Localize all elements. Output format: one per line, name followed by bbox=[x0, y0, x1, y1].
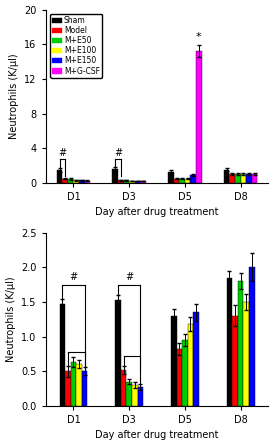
Bar bbox=[224, 170, 229, 183]
Bar bbox=[193, 312, 199, 406]
Bar bbox=[232, 316, 238, 406]
Y-axis label: Neutrophils (K/μl): Neutrophils (K/μl) bbox=[5, 277, 16, 362]
Text: #: # bbox=[69, 273, 78, 282]
Bar bbox=[76, 364, 82, 406]
Bar bbox=[235, 174, 241, 183]
Text: #: # bbox=[114, 148, 122, 158]
Text: #: # bbox=[58, 148, 66, 158]
Bar bbox=[188, 324, 193, 406]
Bar bbox=[196, 51, 202, 183]
Bar bbox=[124, 180, 129, 183]
Bar bbox=[140, 181, 146, 183]
Bar bbox=[113, 169, 118, 183]
Bar bbox=[241, 174, 246, 183]
Y-axis label: Neutrophils (K/μl): Neutrophils (K/μl) bbox=[9, 54, 19, 139]
Bar bbox=[246, 174, 252, 183]
Bar bbox=[126, 382, 132, 406]
Text: #: # bbox=[125, 273, 133, 282]
Bar bbox=[185, 178, 190, 183]
Bar bbox=[57, 170, 62, 183]
Bar bbox=[59, 304, 65, 406]
Bar bbox=[168, 172, 174, 183]
X-axis label: Day after drug treatment: Day after drug treatment bbox=[95, 430, 219, 441]
Bar bbox=[243, 302, 249, 406]
Bar bbox=[82, 371, 87, 406]
Legend: Sham, Model, M+E50, M+E100, M+E150, M+G-CSF: Sham, Model, M+E50, M+E100, M+E150, M+G-… bbox=[50, 13, 102, 78]
X-axis label: Day after drug treatment: Day after drug treatment bbox=[95, 207, 219, 218]
Bar bbox=[62, 178, 68, 183]
Bar bbox=[138, 387, 143, 406]
Bar bbox=[73, 180, 79, 183]
Bar bbox=[227, 277, 232, 406]
Bar bbox=[238, 281, 243, 406]
Bar bbox=[179, 178, 185, 183]
Bar bbox=[171, 316, 176, 406]
Bar bbox=[118, 180, 124, 183]
Bar bbox=[115, 301, 121, 406]
Bar bbox=[182, 340, 188, 406]
Bar bbox=[229, 174, 235, 183]
Bar bbox=[79, 180, 85, 183]
Bar bbox=[71, 362, 76, 406]
Text: *: * bbox=[196, 32, 202, 41]
Bar bbox=[132, 385, 138, 406]
Bar bbox=[135, 181, 140, 183]
Bar bbox=[176, 349, 182, 406]
Bar bbox=[190, 175, 196, 183]
Bar bbox=[129, 181, 135, 183]
Bar bbox=[121, 370, 126, 406]
Bar bbox=[68, 179, 73, 183]
Bar bbox=[85, 181, 90, 183]
Bar bbox=[65, 371, 71, 406]
Bar bbox=[252, 174, 257, 183]
Bar bbox=[174, 178, 179, 183]
Bar bbox=[249, 267, 255, 406]
